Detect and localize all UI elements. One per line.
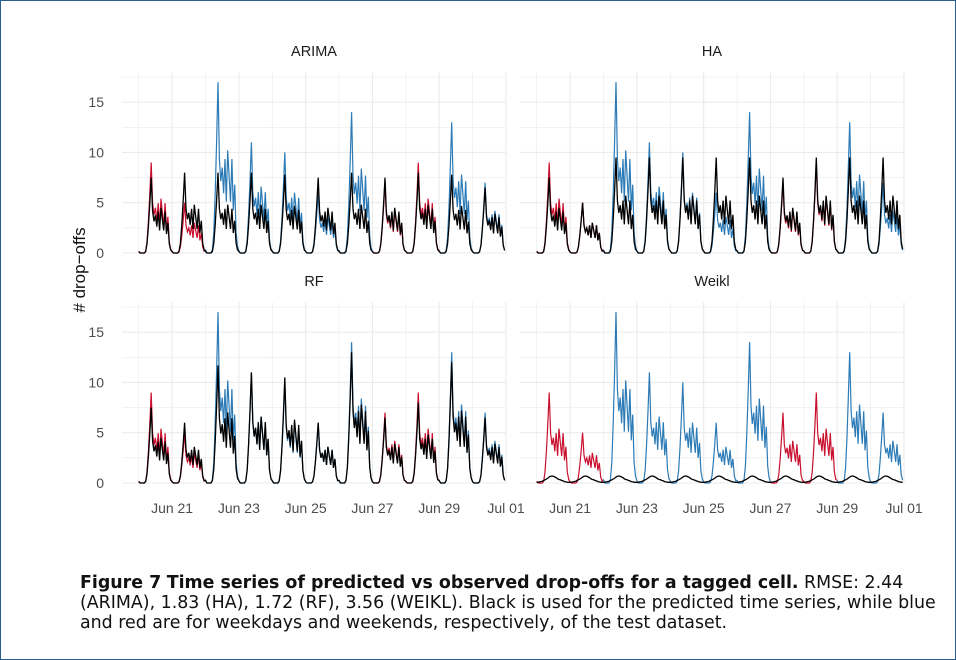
observed-series-day-25 bbox=[703, 422, 738, 484]
panel-rf: RF 0 5 10 15 Jun 21 Jun 23 Jun 25 Jun 27 Jun 29 Ju… bbox=[88, 274, 524, 516]
observed-series-day-29 bbox=[836, 122, 872, 254]
y-axis-label: # drop−offs bbox=[70, 227, 89, 312]
panel-weikl: Weikl Jun 21 Jun 23 Jun 25 Jun 27 Jun 29 Jul 0… bbox=[520, 274, 923, 516]
observed-series-day-24 bbox=[669, 382, 705, 484]
observed-series-day-23 bbox=[636, 372, 671, 484]
x-tick-label: Jul 01 bbox=[885, 500, 923, 516]
y-tick-label: 10 bbox=[88, 374, 104, 390]
y-tick-label: 5 bbox=[96, 195, 104, 211]
observed-series-day-23 bbox=[636, 142, 671, 254]
observed-series-day-30 bbox=[472, 182, 506, 254]
observed-series-day-23 bbox=[238, 142, 273, 254]
observed-series-day-26 bbox=[736, 342, 771, 484]
observed-series-day-21 bbox=[569, 432, 604, 484]
predicted-series bbox=[536, 157, 904, 254]
observed-series-day-20 bbox=[138, 162, 173, 254]
observed-series-day-27 bbox=[371, 412, 407, 484]
panel-title: ARIMA bbox=[291, 44, 337, 60]
observed-series-day-28 bbox=[803, 392, 838, 484]
predicted-series bbox=[536, 475, 903, 483]
observed-series-day-22 bbox=[602, 312, 638, 484]
x-tick-label: Jul 01 bbox=[487, 500, 525, 516]
observed-series-day-27 bbox=[769, 412, 805, 484]
figure-caption: Figure 7 Time series of predicted vs obs… bbox=[80, 573, 950, 633]
observed-series-day-26 bbox=[736, 112, 771, 254]
panel-title: RF bbox=[304, 274, 323, 290]
panels: ARIMA 0 5 10 15 HA RF 0 5 10 15 Jun 21 Jun 23 Jun 25 J… bbox=[88, 44, 922, 516]
x-tick-label: Jun 23 bbox=[218, 500, 260, 516]
observed-series-day-20 bbox=[536, 162, 571, 254]
y-tick-label: 15 bbox=[88, 324, 104, 340]
y-tick-label: 5 bbox=[96, 425, 104, 441]
observed-series-day-28 bbox=[405, 162, 440, 254]
observed-series-day-29 bbox=[438, 352, 474, 484]
x-tick-label: Jun 29 bbox=[418, 500, 460, 516]
observed-series-day-29 bbox=[836, 352, 872, 484]
x-tick-label: Jun 25 bbox=[683, 500, 725, 516]
y-tick-label: 0 bbox=[96, 475, 104, 491]
observed-series-day-26 bbox=[338, 342, 373, 484]
x-tick-label: Jun 27 bbox=[749, 500, 791, 516]
panel-title: HA bbox=[702, 44, 722, 60]
panel-arima: ARIMA 0 5 10 15 bbox=[88, 44, 507, 261]
x-tick-label: Jun 27 bbox=[351, 500, 393, 516]
x-tick-label: Jun 29 bbox=[816, 500, 858, 516]
observed-series-day-20 bbox=[536, 392, 571, 484]
caption-title: Time series of predicted vs observed dro… bbox=[166, 573, 799, 593]
observed-series-day-20 bbox=[138, 392, 173, 484]
observed-series-day-30 bbox=[472, 412, 506, 484]
observed-series-day-25 bbox=[305, 192, 340, 254]
x-tick-label: Jun 23 bbox=[616, 500, 658, 516]
caption-text: RMSE: 2.44 (ARIMA), 1.83 (HA), 1.72 (RF)… bbox=[80, 573, 936, 633]
panel-title: Weikl bbox=[694, 274, 729, 290]
y-tick-label: 15 bbox=[88, 94, 104, 110]
y-tick-label: 0 bbox=[96, 245, 104, 261]
caption-label: Figure 7 bbox=[80, 573, 162, 593]
y-tick-label: 10 bbox=[88, 144, 104, 160]
observed-series-day-28 bbox=[405, 392, 440, 484]
x-tick-label: Jun 21 bbox=[151, 500, 193, 516]
observed-series-day-30 bbox=[870, 412, 904, 484]
predicted-series bbox=[138, 352, 506, 484]
panel-ha: HA bbox=[520, 44, 905, 254]
observed-series-day-22 bbox=[204, 312, 240, 484]
predicted-series bbox=[138, 172, 506, 254]
x-tick-label: Jun 21 bbox=[549, 500, 591, 516]
x-tick-label: Jun 25 bbox=[285, 500, 327, 516]
